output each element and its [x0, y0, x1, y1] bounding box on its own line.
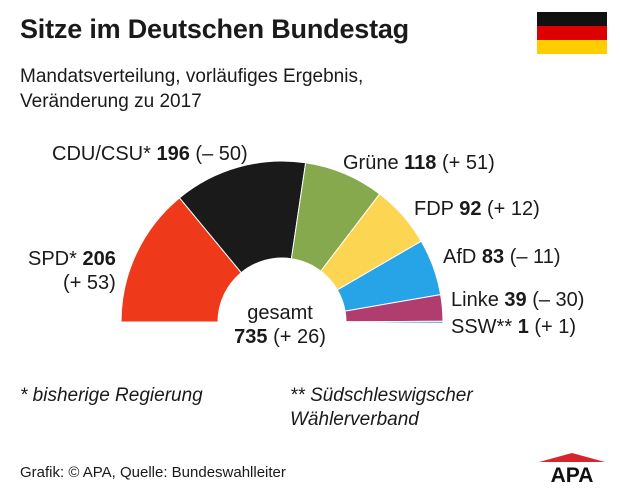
party-name: AfD: [443, 246, 477, 268]
party-name: SPD*: [28, 248, 77, 270]
german-flag-icon: [537, 12, 607, 54]
seat-change: (– 50): [195, 143, 248, 165]
flag-stripe-gold: [537, 40, 607, 54]
party-name: SSW**: [451, 316, 513, 338]
total-change: (+ 26): [273, 326, 326, 348]
total-count: 735: [234, 326, 268, 348]
seat-change: (+ 51): [441, 152, 495, 174]
seat-change: (+ 1): [534, 316, 577, 338]
seat-change: (+ 12): [487, 198, 540, 220]
total-label: gesamt: [247, 302, 313, 324]
label-fdp: FDP 92 (+ 12): [414, 197, 540, 221]
footnote-ssw-line-1: ** Südschleswigscher: [290, 385, 473, 406]
subtitle-line-1: Mandatsverteilung, vorläufiges Ergebnis,: [20, 66, 364, 87]
apa-logo-icon: APA: [539, 453, 605, 484]
seat-count: 83: [481, 246, 505, 268]
label-linke: Linke 39 (– 30): [451, 288, 584, 312]
seat-segment-spd: [120, 197, 242, 323]
apa-logo-mark: [539, 453, 605, 462]
seat-count: 1: [517, 316, 529, 338]
seat-count: 39: [504, 289, 527, 311]
flag-stripe-black: [537, 12, 607, 26]
label-cdu-csu: CDU/CSU* 196 (– 50): [52, 142, 248, 166]
label-ssw: SSW** 1 (+ 1): [451, 315, 576, 339]
seat-count: 118: [404, 152, 437, 174]
flag-stripe-red: [537, 26, 607, 40]
apa-logo-text: APA: [551, 464, 594, 484]
footnote-ssw-line-2: Wählerverband: [290, 409, 419, 430]
party-name: FDP: [414, 198, 454, 220]
seat-change: (+ 53): [63, 272, 116, 294]
subtitle-line-2: Veränderung zu 2017: [20, 91, 202, 112]
seat-count: 196: [156, 143, 190, 165]
source-credit: Grafik: © APA, Quelle: Bundeswahlleiter: [20, 464, 286, 481]
label-gruene: Grüne 118 (+ 51): [343, 151, 495, 175]
seat-count: 92: [459, 198, 482, 220]
party-name: Linke: [451, 289, 499, 311]
seat-change: (– 11): [509, 246, 561, 268]
chart-title: Sitze im Deutschen Bundestag: [20, 14, 409, 44]
total-seats: gesamt 735 (+ 26): [210, 301, 350, 349]
seat-count: 206: [82, 248, 116, 270]
label-spd: SPD* 206 (+ 53): [28, 247, 116, 295]
party-name: CDU/CSU*: [52, 143, 151, 165]
party-name: Grüne: [343, 152, 399, 174]
chart-subtitle: Mandatsverteilung, vorläufiges Ergebnis,…: [20, 64, 363, 114]
footnote-government: * bisherige Regierung: [20, 385, 203, 406]
seat-change: (– 30): [532, 289, 585, 311]
label-afd: AfD 83 (– 11): [443, 245, 560, 269]
footnote-ssw: ** Südschleswigscher Wählerverband: [290, 384, 473, 432]
seat-segment-ssw: [345, 320, 444, 324]
